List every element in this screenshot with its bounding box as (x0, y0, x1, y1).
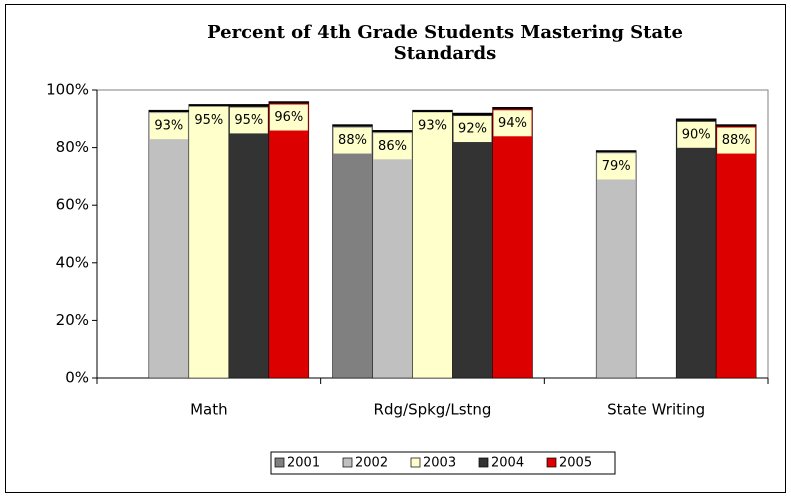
value-label-box (717, 127, 756, 154)
x-tick-label: Math (190, 401, 228, 419)
value-label: 96% (274, 110, 303, 125)
legend-swatch (478, 457, 489, 468)
legend-swatch (342, 457, 353, 468)
bar-top (372, 130, 413, 133)
value-label: 95% (194, 113, 223, 128)
value-label: 88% (722, 133, 751, 148)
legend-box (270, 451, 616, 475)
bar (492, 107, 533, 379)
value-label-box (269, 104, 308, 131)
value-label-box (373, 133, 412, 160)
bar (228, 104, 270, 379)
bar-top (676, 118, 717, 121)
bar (595, 150, 637, 379)
bar (188, 104, 230, 379)
bar-top (492, 107, 533, 110)
bar (372, 130, 413, 379)
value-label: 88% (338, 133, 367, 148)
value-label: 93% (154, 119, 183, 134)
legend-swatch (274, 457, 285, 468)
value-label-box (149, 113, 188, 140)
bar (412, 109, 453, 379)
bar-top (716, 124, 757, 127)
value-label-box (189, 107, 228, 134)
y-tick-label: 20% (56, 311, 89, 329)
bar-top (148, 110, 189, 113)
bar-top (228, 104, 269, 107)
value-label: 93% (418, 119, 447, 134)
value-label-box (229, 107, 268, 134)
bar (268, 101, 310, 379)
value-label: 79% (602, 159, 631, 174)
value-label-box (677, 121, 716, 148)
legend-label: 2003 (423, 456, 456, 471)
bar (332, 124, 373, 379)
legend-label: 2005 (559, 456, 592, 471)
value-label: 86% (378, 139, 407, 154)
bar (148, 109, 190, 379)
bar-top (412, 110, 453, 113)
value-label: 90% (682, 127, 711, 142)
legend-swatch (410, 457, 421, 468)
legend-label: 2002 (355, 456, 388, 471)
legend-label: 2001 (287, 456, 320, 471)
value-label-box (493, 110, 532, 137)
y-tick-label: 60% (56, 196, 89, 214)
value-label-box (413, 113, 452, 140)
y-tick-label: 0% (65, 369, 89, 387)
value-label-box (333, 127, 372, 154)
chart-title: Percent of 4th Grade Students Mastering … (207, 22, 683, 64)
bar-top (188, 104, 229, 107)
bar (675, 118, 717, 379)
y-tick-label: 80% (56, 138, 89, 156)
value-label-box (453, 116, 492, 143)
x-tick-label: State Writing (607, 401, 705, 419)
value-label-box (597, 153, 636, 180)
bar (452, 112, 493, 379)
y-tick-label: 100% (46, 81, 89, 99)
value-label: 94% (498, 116, 527, 131)
bar (715, 124, 757, 379)
bar-top (596, 150, 637, 153)
bar-top (268, 101, 309, 104)
value-label: 95% (234, 113, 263, 128)
bar-top (332, 124, 373, 127)
bar-top (452, 113, 493, 116)
legend-label: 2004 (491, 456, 524, 471)
x-tick-label: Rdg/Spkg/Lstng (374, 401, 492, 419)
value-label: 92% (458, 122, 487, 137)
y-tick-label: 40% (56, 253, 89, 271)
legend-swatch (546, 457, 557, 468)
